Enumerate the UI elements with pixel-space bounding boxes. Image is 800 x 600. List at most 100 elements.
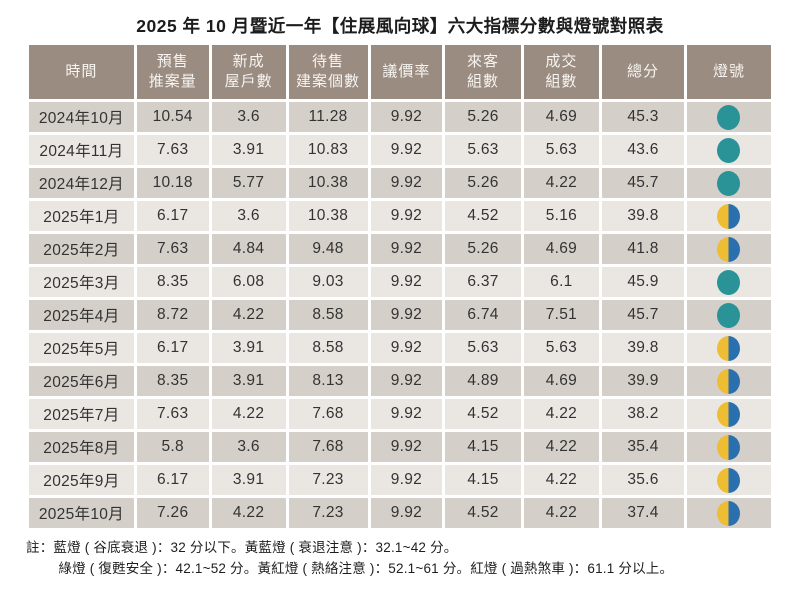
cell-value: 5.16: [523, 201, 600, 231]
cell-value: 5.77: [211, 168, 286, 198]
table-row: 2025年9月 6.17 3.91 7.23 9.92 4.15 4.22 35…: [29, 465, 771, 495]
table-row: 2025年4月 8.72 4.22 8.58 9.92 6.74 7.51 45…: [29, 300, 771, 330]
cell-value: 9.92: [370, 135, 443, 165]
cell-value: 5.63: [523, 333, 600, 363]
indicator-table: 時間 預售 推案量 新成 屋戶數 待售 建案個數 議價率 來客 組數 成交 組數…: [26, 42, 774, 531]
cell-value: 39.8: [602, 201, 684, 231]
cell-value: 7.68: [288, 399, 368, 429]
cell-month: 2025年9月: [29, 465, 134, 495]
cell-value: 7.63: [136, 234, 209, 264]
cell-value: 9.92: [370, 366, 443, 396]
cell-value: 4.52: [445, 201, 521, 231]
cell-month: 2025年4月: [29, 300, 134, 330]
cell-value: 9.48: [288, 234, 368, 264]
cell-value: 4.22: [523, 465, 600, 495]
cell-month: 2025年7月: [29, 399, 134, 429]
cell-value: 4.52: [445, 498, 521, 528]
cell-value: 5.63: [445, 135, 521, 165]
cell-value: 9.92: [370, 102, 443, 132]
cell-value: 4.22: [523, 168, 600, 198]
table-row: 2025年8月 5.8 3.6 7.68 9.92 4.15 4.22 35.4: [29, 432, 771, 462]
cell-value: 5.63: [523, 135, 600, 165]
light-indicator-icon: [717, 236, 741, 262]
cell-value: 6.1: [523, 267, 600, 297]
header-visitor-groups: 來客 組數: [445, 45, 521, 99]
table-body: 2024年10月 10.54 3.6 11.28 9.92 5.26 4.69 …: [29, 102, 771, 528]
cell-value: 10.18: [136, 168, 209, 198]
header-light-signal: 燈號: [686, 45, 771, 99]
cell-month: 2024年10月: [29, 102, 134, 132]
cell-value: 9.92: [370, 168, 443, 198]
light-indicator-icon: [717, 170, 741, 196]
table-row: 2025年3月 8.35 6.08 9.03 9.92 6.37 6.1 45.…: [29, 267, 771, 297]
cell-value: 4.84: [211, 234, 286, 264]
cell-value: 9.92: [370, 201, 443, 231]
cell-value: 3.91: [211, 366, 286, 396]
cell-value: 7.23: [288, 498, 368, 528]
table-row: 2024年12月 10.18 5.77 10.38 9.92 5.26 4.22…: [29, 168, 771, 198]
cell-value: 4.22: [523, 432, 600, 462]
cell-light: [686, 135, 771, 165]
cell-month: 2025年10月: [29, 498, 134, 528]
cell-value: 9.92: [370, 300, 443, 330]
cell-value: 8.58: [288, 333, 368, 363]
table-row: 2024年10月 10.54 3.6 11.28 9.92 5.26 4.69 …: [29, 102, 771, 132]
cell-value: 9.92: [370, 465, 443, 495]
cell-value: 4.69: [523, 234, 600, 264]
light-indicator-icon: [717, 368, 741, 394]
cell-value: 39.9: [602, 366, 684, 396]
cell-value: 6.08: [211, 267, 286, 297]
cell-light: [686, 201, 771, 231]
cell-light: [686, 102, 771, 132]
cell-value: 7.68: [288, 432, 368, 462]
cell-light: [686, 168, 771, 198]
cell-month: 2025年2月: [29, 234, 134, 264]
header-new-households: 新成 屋戶數: [211, 45, 286, 99]
cell-month: 2025年5月: [29, 333, 134, 363]
footnote-line-1: 註：藍燈 ( 谷底衰退 )：32 分以下。黃藍燈 ( 衰退注意 )：32.1~4…: [26, 540, 458, 555]
cell-value: 4.15: [445, 465, 521, 495]
cell-value: 9.92: [370, 234, 443, 264]
cell-value: 10.83: [288, 135, 368, 165]
cell-value: 45.9: [602, 267, 684, 297]
cell-value: 5.63: [445, 333, 521, 363]
cell-light: [686, 333, 771, 363]
header-deal-groups: 成交 組數: [523, 45, 600, 99]
cell-value: 41.8: [602, 234, 684, 264]
cell-light: [686, 465, 771, 495]
light-indicator-icon: [717, 335, 741, 361]
header-bargain-rate: 議價率: [370, 45, 443, 99]
cell-value: 10.38: [288, 201, 368, 231]
light-indicator-icon: [717, 104, 741, 130]
cell-value: 9.92: [370, 267, 443, 297]
cell-value: 3.6: [211, 102, 286, 132]
table-row: 2025年10月 7.26 4.22 7.23 9.92 4.52 4.22 3…: [29, 498, 771, 528]
cell-month: 2025年3月: [29, 267, 134, 297]
cell-value: 4.69: [523, 366, 600, 396]
cell-value: 4.15: [445, 432, 521, 462]
cell-value: 45.7: [602, 300, 684, 330]
cell-value: 37.4: [602, 498, 684, 528]
header-unsold-projects: 待售 建案個數: [288, 45, 368, 99]
cell-value: 9.92: [370, 432, 443, 462]
cell-value: 6.17: [136, 465, 209, 495]
cell-month: 2025年8月: [29, 432, 134, 462]
table-row: 2025年7月 7.63 4.22 7.68 9.92 4.52 4.22 38…: [29, 399, 771, 429]
cell-value: 4.89: [445, 366, 521, 396]
light-indicator-icon: [717, 137, 741, 163]
cell-month: 2025年1月: [29, 201, 134, 231]
light-indicator-icon: [717, 401, 741, 427]
header-time: 時間: [29, 45, 134, 99]
cell-value: 4.69: [523, 102, 600, 132]
cell-value: 8.72: [136, 300, 209, 330]
footnote: 註：藍燈 ( 谷底衰退 )：32 分以下。黃藍燈 ( 衰退注意 )：32.1~4…: [26, 538, 774, 580]
cell-value: 8.13: [288, 366, 368, 396]
cell-value: 5.26: [445, 234, 521, 264]
cell-value: 6.17: [136, 201, 209, 231]
table-row: 2025年1月 6.17 3.6 10.38 9.92 4.52 5.16 39…: [29, 201, 771, 231]
cell-value: 4.52: [445, 399, 521, 429]
table-row: 2025年6月 8.35 3.91 8.13 9.92 4.89 4.69 39…: [29, 366, 771, 396]
cell-value: 10.38: [288, 168, 368, 198]
cell-value: 6.74: [445, 300, 521, 330]
